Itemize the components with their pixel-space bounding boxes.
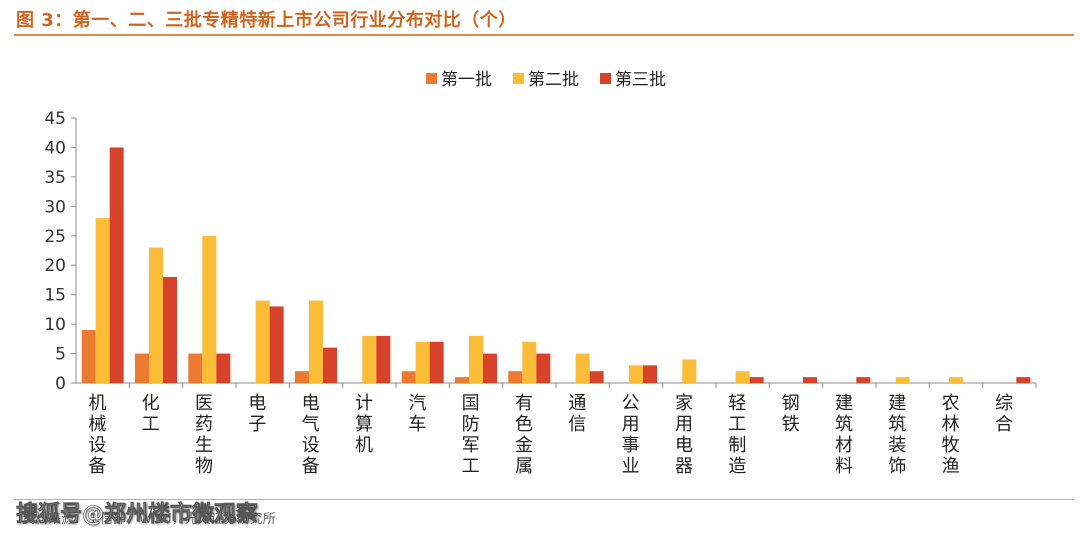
bar	[163, 277, 177, 383]
y-tick-label: 35	[44, 168, 66, 188]
y-tick-label: 40	[44, 138, 66, 158]
category-label: 机械设备	[88, 393, 106, 477]
bar	[376, 335, 391, 383]
bar	[295, 371, 309, 383]
bar	[469, 335, 483, 383]
legend-label: 第一批	[441, 70, 492, 90]
bar	[629, 365, 643, 383]
source-note: 资料来源：工信部，Wind，光大证券研究所	[22, 512, 276, 527]
category-label: 化工	[142, 393, 160, 435]
bar	[109, 147, 124, 383]
bar	[309, 300, 323, 383]
bar	[522, 341, 537, 383]
y-tick-label: 45	[44, 109, 66, 129]
category-label: 综合	[995, 393, 1013, 435]
category-label: 有色金属	[515, 393, 533, 477]
bar	[149, 247, 163, 383]
legend-swatch	[600, 73, 611, 84]
bar-chart: 0 5 10 15 20 25 30 35 40 45 机械设备 化工 医药生物 电子 电气设备 计算机 汽车国…	[44, 70, 1037, 477]
y-tick-label: 15	[44, 286, 66, 306]
bar	[362, 335, 377, 383]
bar	[949, 377, 963, 383]
bar	[135, 353, 149, 383]
bar	[216, 353, 231, 383]
bar	[483, 353, 497, 383]
bar	[81, 330, 96, 383]
category-label: 建筑材料	[835, 393, 853, 477]
bar	[202, 235, 217, 383]
category-label: 钢铁	[782, 393, 800, 435]
category-label: 汽车	[408, 393, 426, 435]
category-label: 农林牧渔	[942, 393, 960, 477]
legend-label: 第三批	[615, 70, 666, 90]
bar	[1016, 377, 1031, 383]
bar	[429, 341, 444, 383]
category-label: 公用事业	[622, 393, 640, 477]
bar	[255, 300, 270, 383]
legend-label: 第二批	[528, 70, 579, 90]
category-label: 医药生物	[195, 393, 213, 477]
bar	[575, 353, 590, 383]
category-label: 家用电器	[675, 393, 693, 477]
bar	[749, 377, 764, 383]
bar	[269, 306, 284, 383]
category-label: 电气设备	[302, 393, 320, 477]
y-tick-label: 20	[44, 256, 66, 276]
bar	[508, 371, 523, 383]
bar	[682, 359, 697, 383]
bar	[415, 341, 430, 383]
y-tick-label: 10	[44, 315, 66, 335]
bar	[95, 218, 110, 383]
y-tick-label: 0	[55, 374, 66, 394]
category-label: 建筑装饰	[888, 393, 906, 477]
bar	[856, 377, 871, 383]
y-tick-label: 25	[44, 227, 66, 247]
watermark: 搜狐号@郑州楼市微观察	[16, 502, 259, 528]
category-label: 电子	[248, 393, 266, 435]
bar	[323, 347, 337, 383]
category-label: 计算机	[355, 393, 373, 456]
bar	[401, 371, 416, 383]
bar	[643, 365, 657, 383]
bar	[803, 377, 817, 383]
y-tick-label: 30	[44, 197, 66, 217]
bar	[188, 353, 203, 383]
figure-title: 图 3：第一、二、三批专精特新上市公司行业分布对比（个）	[16, 10, 517, 31]
title-divider	[14, 34, 1074, 36]
legend-swatch	[426, 73, 437, 84]
bar	[895, 377, 910, 383]
bar	[735, 371, 750, 383]
bar	[536, 353, 551, 383]
y-tick-label: 5	[55, 345, 66, 365]
legend-swatch	[513, 73, 524, 84]
category-label: 通信	[568, 393, 586, 435]
bar	[589, 371, 604, 383]
bar	[455, 377, 469, 383]
category-label: 国防军工	[462, 393, 480, 477]
footer-divider	[14, 499, 1074, 500]
category-label: 轻工制造	[728, 393, 746, 477]
